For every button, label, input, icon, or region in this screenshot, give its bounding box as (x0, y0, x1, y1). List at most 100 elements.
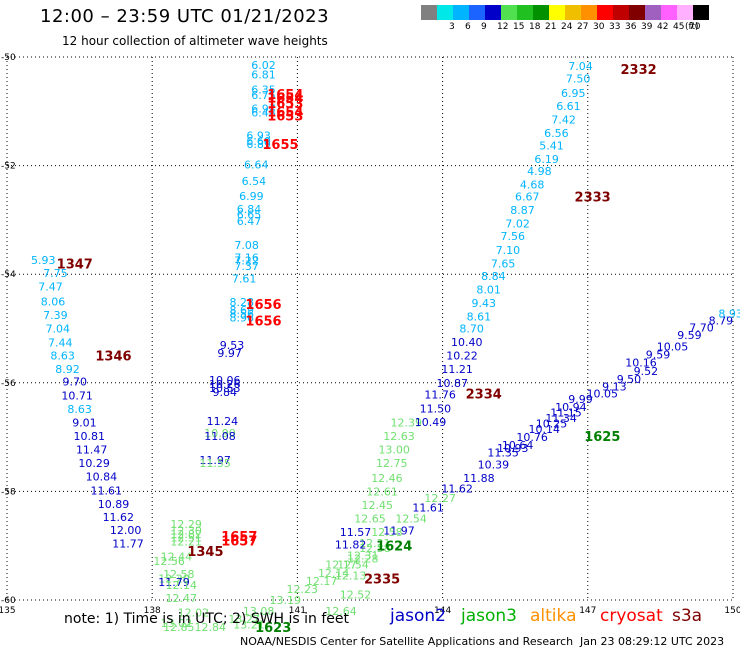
legend-label: 36 (625, 22, 637, 32)
legend-label: 33 (609, 22, 621, 32)
wave-height-value: 11.50 (420, 402, 452, 415)
legend-swatch (517, 5, 533, 20)
pass-time-label: 1347 (57, 257, 93, 272)
pass-time-label: 1654 (267, 105, 303, 120)
legend-swatch (677, 5, 693, 20)
wave-height-value: 12.31 (347, 549, 379, 562)
pass-time-label: 1625 (584, 430, 620, 445)
wave-height-value: 11.62 (441, 483, 473, 496)
wave-height-value: 12.63 (383, 430, 415, 443)
legend-swatch (485, 5, 501, 20)
wave-height-value: 8.28 (229, 296, 254, 309)
wave-height-value: 12.17 (306, 575, 338, 588)
wave-height-value: 10.14 (528, 423, 560, 436)
wave-height-value: 11.76 (424, 389, 456, 402)
wave-height-value: 6.67 (515, 191, 540, 204)
y-tick-label: -50 (1, 53, 16, 63)
wave-height-value: 6.56 (544, 127, 569, 140)
wave-height-value: 12.21 (170, 535, 202, 548)
x-tick-label: 150 (724, 606, 740, 616)
legend-label: 9 (481, 22, 487, 32)
wave-height-value: 11.79 (158, 576, 190, 589)
wave-height-value: 8.63 (50, 350, 75, 363)
pass-time-label: 2332 (621, 63, 657, 78)
wave-height-value: 6.84 (237, 203, 262, 216)
pass-time-label: 2333 (575, 191, 611, 206)
wave-height-value: 6.48 (251, 106, 276, 119)
chart-subtitle: 12 hour collection of altimeter wave hei… (62, 34, 328, 48)
wave-height-value: 12.47 (165, 592, 197, 605)
legend-swatch (693, 5, 709, 20)
wave-height-value: 10.81 (74, 430, 106, 443)
pass-time-label: 1653 (267, 97, 303, 112)
legend-swatch (661, 5, 677, 20)
x-tick-label: 141 (289, 606, 306, 616)
wave-height-value: 9.01 (72, 416, 97, 429)
pass-time-label: 1654 (267, 88, 303, 103)
source-credit: NOAA/NESDIS Center for Satellite Applica… (240, 635, 574, 648)
pass-time-label: 2334 (466, 388, 502, 403)
wave-height-value: 12.14 (318, 567, 350, 580)
wave-height-value: 9.52 (634, 365, 659, 378)
wave-height-value: 11.15 (550, 407, 582, 420)
wave-height-value: 10.90 (204, 427, 236, 440)
wave-height-value: 7.65 (491, 257, 516, 270)
wave-height-value: 11.82 (335, 539, 367, 552)
wave-height-value: 12.61 (366, 485, 398, 498)
wave-height-value: 9.59 (646, 349, 671, 362)
wave-height-value: 12.28 (347, 553, 379, 566)
wave-height-value: 12.54 (337, 559, 369, 572)
wave-height-value: 11.77 (112, 538, 144, 551)
wave-height-value: 13.27 (228, 613, 260, 626)
wave-height-value: 10.40 (451, 336, 483, 349)
wave-height-value: 7.44 (48, 337, 73, 350)
pass-time-label: 1624 (376, 540, 412, 555)
legend-swatch (533, 5, 549, 20)
wave-height-value: 11.24 (207, 415, 239, 428)
wave-height-value: 11.55 (199, 457, 231, 470)
pass-time-label: 1346 (95, 350, 131, 365)
wave-height-value: 11.61 (412, 502, 444, 515)
wave-height-value: 8.93 (718, 307, 740, 320)
wave-height-value: 9.97 (217, 347, 242, 360)
wave-height-value: 12.84 (195, 621, 227, 634)
legend-swatch (645, 5, 661, 20)
wave-height-value: 12.82 (170, 528, 202, 541)
pass-time-label: 1656 (245, 314, 281, 329)
wave-height-value: 7.04 (568, 60, 593, 73)
wave-height-value: 7.04 (46, 323, 71, 336)
wave-height-value: 10.64 (502, 439, 534, 452)
legend-swatch (453, 5, 469, 20)
pass-time-label: 1656 (245, 298, 281, 313)
wave-height-value: 6.81 (251, 68, 276, 81)
wave-height-value: 12.20 (158, 572, 190, 585)
wave-height-value: 10.84 (86, 471, 118, 484)
wave-height-value: 12.54 (395, 513, 427, 526)
wave-height-value: 6.64 (244, 159, 269, 172)
legend-swatch (549, 5, 565, 20)
wave-height-value: 13.08 (243, 605, 275, 618)
wave-height-value: 5.41 (539, 140, 564, 153)
x-tick-label: 138 (144, 606, 161, 616)
wave-height-value: 11.62 (103, 511, 135, 524)
legend-swatch (629, 5, 645, 20)
wave-height-value: 7.50 (566, 73, 591, 86)
wave-height-value: 12.58 (163, 568, 195, 581)
wave-height-value: 4.98 (527, 165, 552, 178)
wave-height-value: 11.47 (76, 444, 108, 457)
wave-height-value: 11.21 (441, 363, 473, 376)
legend-swatch (597, 5, 613, 20)
wave-height-value: 6.02 (251, 59, 276, 72)
wave-height-value: 12.64 (325, 605, 357, 618)
wave-height-value: 12.02 (178, 606, 210, 619)
satellite-s3a: s3a (672, 606, 703, 626)
units-note: note: 1) Time is in UTC; 2) SWH is in fe… (64, 611, 350, 627)
satellite-jason3: jason3 (461, 606, 517, 626)
wave-height-value: 6.65 (237, 208, 262, 221)
wave-height-value: 10.76 (516, 431, 548, 444)
wave-height-value: 12.58 (371, 526, 403, 539)
wave-height-value: 8.70 (459, 323, 484, 336)
satellite-jason2: jason2 (390, 606, 446, 626)
wave-height-value: 8.63 (67, 403, 92, 416)
